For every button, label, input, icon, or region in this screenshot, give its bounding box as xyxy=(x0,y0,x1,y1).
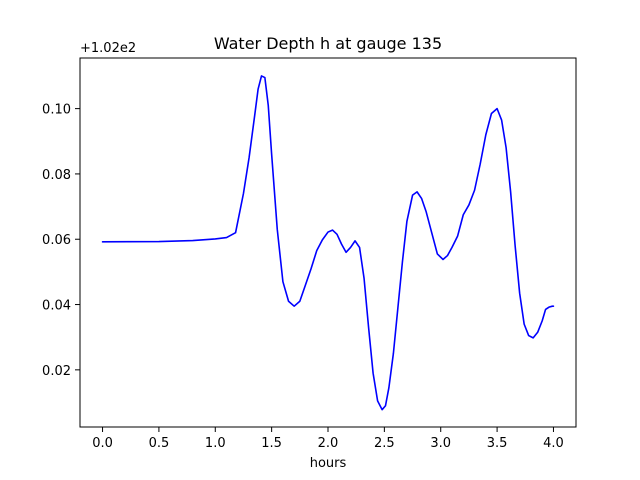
x-tick-label: 1.0 xyxy=(205,436,226,451)
x-tick-label: 0.0 xyxy=(92,436,113,451)
plot-frame xyxy=(79,57,577,428)
x-tick-label: 2.0 xyxy=(318,436,339,451)
series-layer xyxy=(101,75,555,411)
series-line-water-depth xyxy=(101,75,555,411)
y-tick-label: 0.04 xyxy=(42,299,71,314)
x-tick-label: 4.0 xyxy=(543,436,564,451)
y-axis-ticks: 0.02 0.04 0.06 0.08 0.10 xyxy=(42,103,80,379)
y-tick-label: 0.06 xyxy=(42,233,71,248)
chart-title: Water Depth h at gauge 135 xyxy=(214,34,442,53)
y-axis-offset-label: +1.02e2 xyxy=(80,41,136,56)
y-tick-label: 0.02 xyxy=(42,364,71,379)
y-tick-label: 0.10 xyxy=(42,103,71,118)
x-tick-label: 3.5 xyxy=(487,436,508,451)
x-tick-label: 1.5 xyxy=(261,436,282,451)
x-axis-ticks: 0.0 0.5 1.0 1.5 2.0 2.5 3.0 3.5 4.0 xyxy=(92,427,564,451)
y-tick-label: 0.08 xyxy=(42,168,71,183)
x-axis-label: hours xyxy=(310,456,347,471)
x-tick-label: 0.5 xyxy=(149,436,170,451)
x-tick-label: 2.5 xyxy=(374,436,395,451)
x-tick-label: 3.0 xyxy=(430,436,451,451)
